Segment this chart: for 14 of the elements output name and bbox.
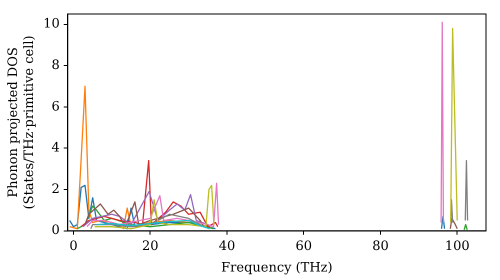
x-tick-label: 80: [372, 238, 389, 254]
y-tick-label: 8: [51, 58, 60, 73]
y-axis-title: Phonon projected DOS (States/THz·primitive cell): [6, 35, 37, 210]
x-tick-label: 0: [69, 238, 78, 254]
y-tick-label: 2: [51, 182, 60, 197]
x-tick-label: 60: [295, 238, 312, 254]
y-tick-label: 6: [51, 99, 60, 114]
y-tick-label: 10: [43, 16, 60, 32]
x-axis-title: Frequency (THz): [221, 260, 333, 276]
x-tick-label: 100: [444, 238, 470, 254]
x-tick-label: 20: [142, 238, 159, 254]
y-tick-label: 4: [51, 140, 60, 156]
y-tick-label: 0: [51, 223, 60, 238]
x-tick-label: 40: [218, 238, 236, 254]
